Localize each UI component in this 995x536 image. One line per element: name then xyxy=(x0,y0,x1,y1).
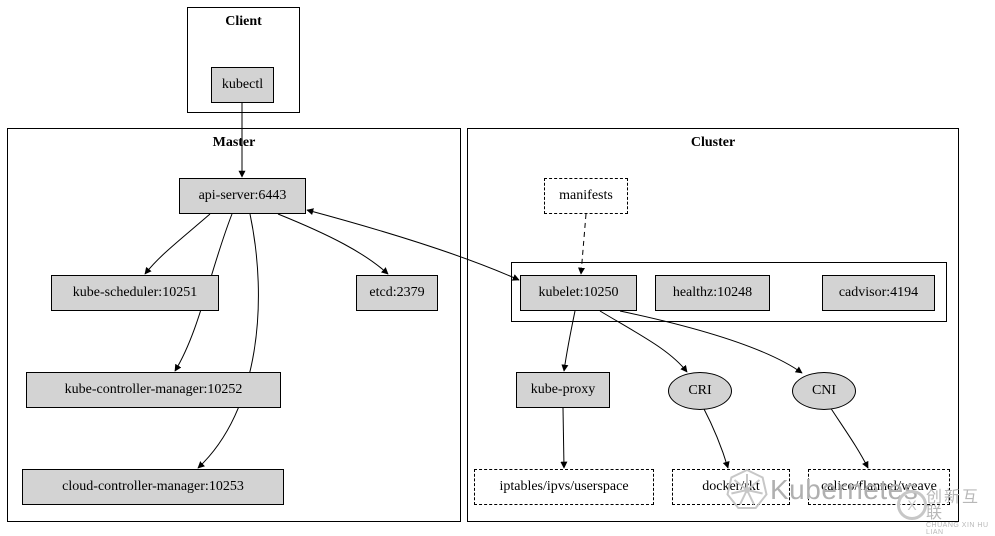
watermark-logo-text: 创新互联 CHUANG XIN HU LIAN xyxy=(926,490,995,536)
watermark-kubernetes: Kubernetes xyxy=(770,474,918,506)
node-kubelet: kubelet:10250 xyxy=(520,275,637,311)
node-kubectl: kubectl xyxy=(211,67,274,103)
diagram-canvas: Client Master Cluster kubectl api-server… xyxy=(0,0,995,528)
watermark-logo-icon: X xyxy=(897,490,927,520)
node-healthz: healthz:10248 xyxy=(655,275,770,311)
container-master-title: Master xyxy=(8,135,460,151)
node-manifests: manifests xyxy=(544,178,628,214)
container-client-title: Client xyxy=(188,14,299,30)
node-cni: CNI xyxy=(792,372,856,410)
container-cluster: Cluster xyxy=(467,128,959,522)
node-iptables: iptables/ipvs/userspace xyxy=(474,469,654,505)
node-kube-controller-manager: kube-controller-manager:10252 xyxy=(26,372,281,408)
node-etcd: etcd:2379 xyxy=(356,275,438,311)
watermark-logo-letter: X xyxy=(907,497,916,513)
node-cadvisor: cadvisor:4194 xyxy=(822,275,935,311)
container-cluster-title: Cluster xyxy=(468,135,958,151)
node-cloud-controller-manager: cloud-controller-manager:10253 xyxy=(22,469,284,505)
watermark-logo-main: 创新互联 xyxy=(926,490,995,522)
node-scheduler: kube-scheduler:10251 xyxy=(51,275,219,311)
node-apiserver: api-server:6443 xyxy=(179,178,306,214)
node-kube-proxy: kube-proxy xyxy=(516,372,610,408)
node-cri: CRI xyxy=(668,372,732,410)
watermark-logo-sub: CHUANG XIN HU LIAN xyxy=(926,522,995,536)
